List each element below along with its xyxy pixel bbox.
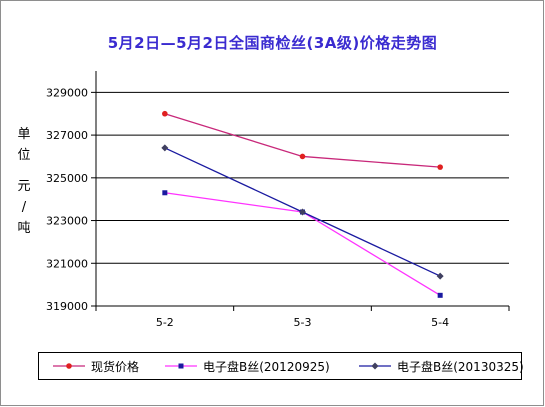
data-point [299,153,306,160]
legend-label: 现货价格 [91,359,140,374]
legend-marker [178,363,184,369]
data-point [436,272,444,280]
y-tick-label: 327000 [46,129,88,142]
data-point [299,208,306,216]
y-axis-label-char: 单 [17,127,31,142]
y-tick-label: 319000 [46,300,88,313]
chart-title: 5月2日—5月2日全国商检丝(3A级)价格走势图 [107,34,438,52]
data-point [437,292,443,298]
legend-marker [66,363,72,369]
x-tick-label: 5-2 [156,316,174,329]
y-axis-label-char: 位 [17,148,31,163]
legend-swatch [359,362,391,370]
legend-item: 电子盘B丝(20120925) [163,353,330,379]
y-tick-label: 325000 [46,172,88,185]
legend-item: 电子盘B丝(20130325) [357,353,524,379]
x-tick-label: 5-4 [431,316,449,329]
data-point [162,190,168,196]
y-tick-label: 329000 [46,86,88,99]
legend-item: 现货价格 [51,353,139,379]
legend-swatch [165,363,197,369]
y-axis-label-char: / [21,200,27,215]
y-axis-label: 单 位 元 / 吨 [14,124,34,239]
y-axis-label-char: 吨 [17,221,31,236]
x-tick-label: 5-3 [294,316,312,329]
y-axis-label-char: 元 [17,179,31,194]
legend: 现货价格 电子盘B丝(20120925) 电子盘B丝(20130325) [38,352,524,380]
data-point [162,110,168,117]
data-point [437,164,443,170]
legend-swatch [53,363,85,369]
data-point [161,144,169,152]
y-tick-label: 321000 [46,257,88,270]
legend-label: 电子盘B丝(20130325) [397,359,524,374]
y-tick-label: 323000 [46,215,88,228]
series-line [164,192,441,296]
legend-marker [371,362,379,370]
legend-label: 电子盘B丝(20120925) [203,359,330,374]
